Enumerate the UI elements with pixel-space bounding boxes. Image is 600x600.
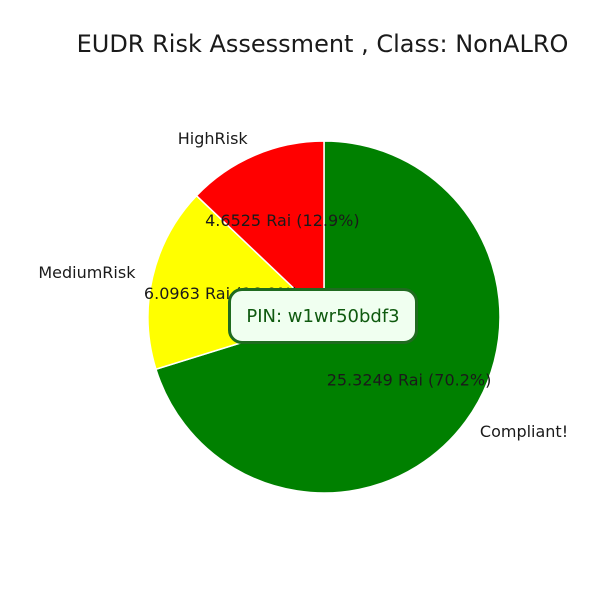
pin-annotation: PIN: w1wr50bdf3 xyxy=(228,288,418,344)
category-label-compliant: Compliant! xyxy=(480,422,568,441)
pin-text: PIN: w1wr50bdf3 xyxy=(246,305,400,327)
category-label-mediumrisk: MediumRisk xyxy=(38,263,136,282)
value-label-compliant: 25.3249 Rai (70.2%) xyxy=(327,371,492,390)
category-label-highrisk: HighRisk xyxy=(178,129,249,148)
chart-title: EUDR Risk Assessment , Class: NonALRO xyxy=(76,30,569,58)
pie-slice-highrisk xyxy=(195,140,325,319)
value-label-highrisk: 4.6525 Rai (12.9%) xyxy=(205,211,359,230)
